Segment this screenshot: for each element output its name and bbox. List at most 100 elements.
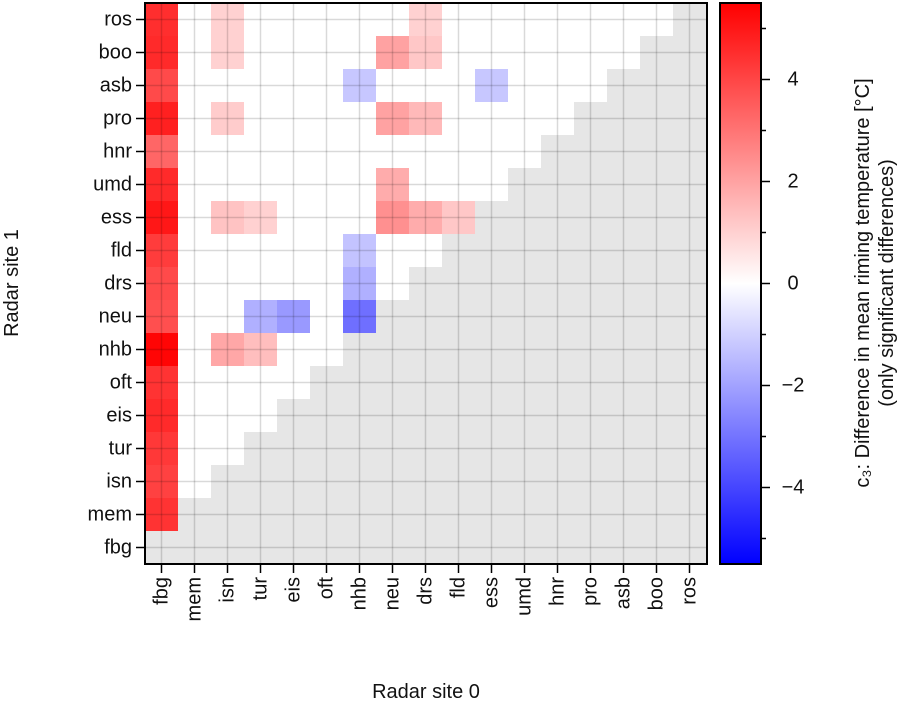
heatmap-cell xyxy=(145,432,179,466)
heatmap-cell xyxy=(574,267,608,301)
x-tick-label: eis xyxy=(283,577,305,603)
x-tick-label: ess xyxy=(481,577,503,608)
heatmap-cell xyxy=(673,168,707,202)
heatmap-cell xyxy=(541,366,575,400)
y-axis-ticks: ros boo asb pro hnr umd ess fld drs neu nhb oft eis t… xyxy=(88,9,145,559)
heatmap-cell xyxy=(244,36,278,70)
heatmap-cell xyxy=(640,399,674,433)
heatmap-cell xyxy=(673,498,707,532)
y-axis-title: Radar site 1 xyxy=(1,229,23,337)
heatmap-cell xyxy=(508,366,542,400)
heatmap-cell xyxy=(640,300,674,334)
heatmap-cell xyxy=(640,36,674,70)
heatmap-cell xyxy=(574,333,608,367)
heatmap-cell xyxy=(541,201,575,235)
heatmap-cell xyxy=(244,432,278,466)
heatmap-cell xyxy=(640,366,674,400)
heatmap-cell xyxy=(409,69,443,103)
heatmap-cell xyxy=(211,135,245,169)
y-tick-label: nhb xyxy=(99,339,132,361)
heatmap-cell xyxy=(244,102,278,136)
heatmap-cell xyxy=(277,267,311,301)
heatmap-cell xyxy=(211,36,245,70)
heatmap-cell xyxy=(178,102,212,136)
heatmap-cell xyxy=(310,36,344,70)
heatmap-cell xyxy=(145,531,179,565)
heatmap-cell xyxy=(541,300,575,334)
heatmap-cell xyxy=(343,69,377,103)
heatmap-cell xyxy=(409,102,443,136)
heatmap-cell xyxy=(178,201,212,235)
x-tick-label: umd xyxy=(514,577,536,616)
x-tick-label: asb xyxy=(613,577,635,609)
heatmap-cell xyxy=(277,102,311,136)
heatmap-cell xyxy=(541,3,575,37)
heatmap-cell xyxy=(409,3,443,37)
heatmap-cell xyxy=(607,102,641,136)
heatmap-cell xyxy=(508,168,542,202)
heatmap-cell xyxy=(541,465,575,499)
heatmap-cell xyxy=(574,3,608,37)
heatmap-cell xyxy=(178,300,212,334)
heatmap-cell xyxy=(343,201,377,235)
heatmap-cell xyxy=(145,135,179,169)
heatmap-cell xyxy=(442,234,476,268)
heatmap-cell xyxy=(277,69,311,103)
heatmap-cell xyxy=(574,465,608,499)
y-tick-label: drs xyxy=(104,273,132,295)
x-tick-label: drs xyxy=(415,577,437,605)
heatmap-cell xyxy=(244,399,278,433)
heatmap-cell xyxy=(607,333,641,367)
heatmap-cell xyxy=(277,465,311,499)
heatmap-cell xyxy=(541,102,575,136)
heatmap-cell xyxy=(310,267,344,301)
heatmap-cell xyxy=(640,102,674,136)
heatmap-cell xyxy=(574,168,608,202)
heatmap-cell xyxy=(310,399,344,433)
heatmap-cell xyxy=(409,168,443,202)
heatmap-cell xyxy=(607,3,641,37)
heatmap-cell xyxy=(244,234,278,268)
heatmap-cell xyxy=(475,432,509,466)
heatmap-cell xyxy=(409,300,443,334)
y-tick-label: oft xyxy=(110,372,133,394)
heatmap-cell xyxy=(409,366,443,400)
x-tick-label: ros xyxy=(679,577,701,605)
heatmap-cell xyxy=(343,531,377,565)
heatmap-cell xyxy=(673,69,707,103)
heatmap-cell xyxy=(178,333,212,367)
x-tick-label: fld xyxy=(448,577,470,598)
heatmap-cell xyxy=(343,102,377,136)
heatmap-cell xyxy=(508,135,542,169)
heatmap-cell xyxy=(277,498,311,532)
heatmap-cell xyxy=(607,201,641,235)
heatmap-cell xyxy=(640,69,674,103)
heatmap-cell xyxy=(640,168,674,202)
heatmap-cell xyxy=(310,333,344,367)
y-tick-label: isn xyxy=(106,471,132,493)
heatmap-cell xyxy=(277,333,311,367)
heatmap-cell xyxy=(442,36,476,70)
heatmap-cell xyxy=(310,366,344,400)
heatmap-cell xyxy=(442,135,476,169)
heatmap-cell xyxy=(508,399,542,433)
heatmap-cell xyxy=(640,531,674,565)
heatmap-cell xyxy=(376,102,410,136)
x-tick-label: oft xyxy=(316,577,338,600)
heatmap-cell xyxy=(541,498,575,532)
heatmap-cell xyxy=(343,3,377,37)
heatmap-cell xyxy=(475,333,509,367)
heatmap-cell xyxy=(376,531,410,565)
x-tick-label: neu xyxy=(382,577,404,610)
heatmap-cell xyxy=(409,432,443,466)
heatmap-cell xyxy=(211,531,245,565)
heatmap-cell xyxy=(442,201,476,235)
heatmap-cell xyxy=(310,102,344,136)
heatmap-cell xyxy=(673,234,707,268)
heatmap-cell xyxy=(673,102,707,136)
heatmap-cell xyxy=(475,465,509,499)
heatmap-cell xyxy=(310,498,344,532)
heatmap-cell xyxy=(475,531,509,565)
heatmap-cell xyxy=(244,201,278,235)
